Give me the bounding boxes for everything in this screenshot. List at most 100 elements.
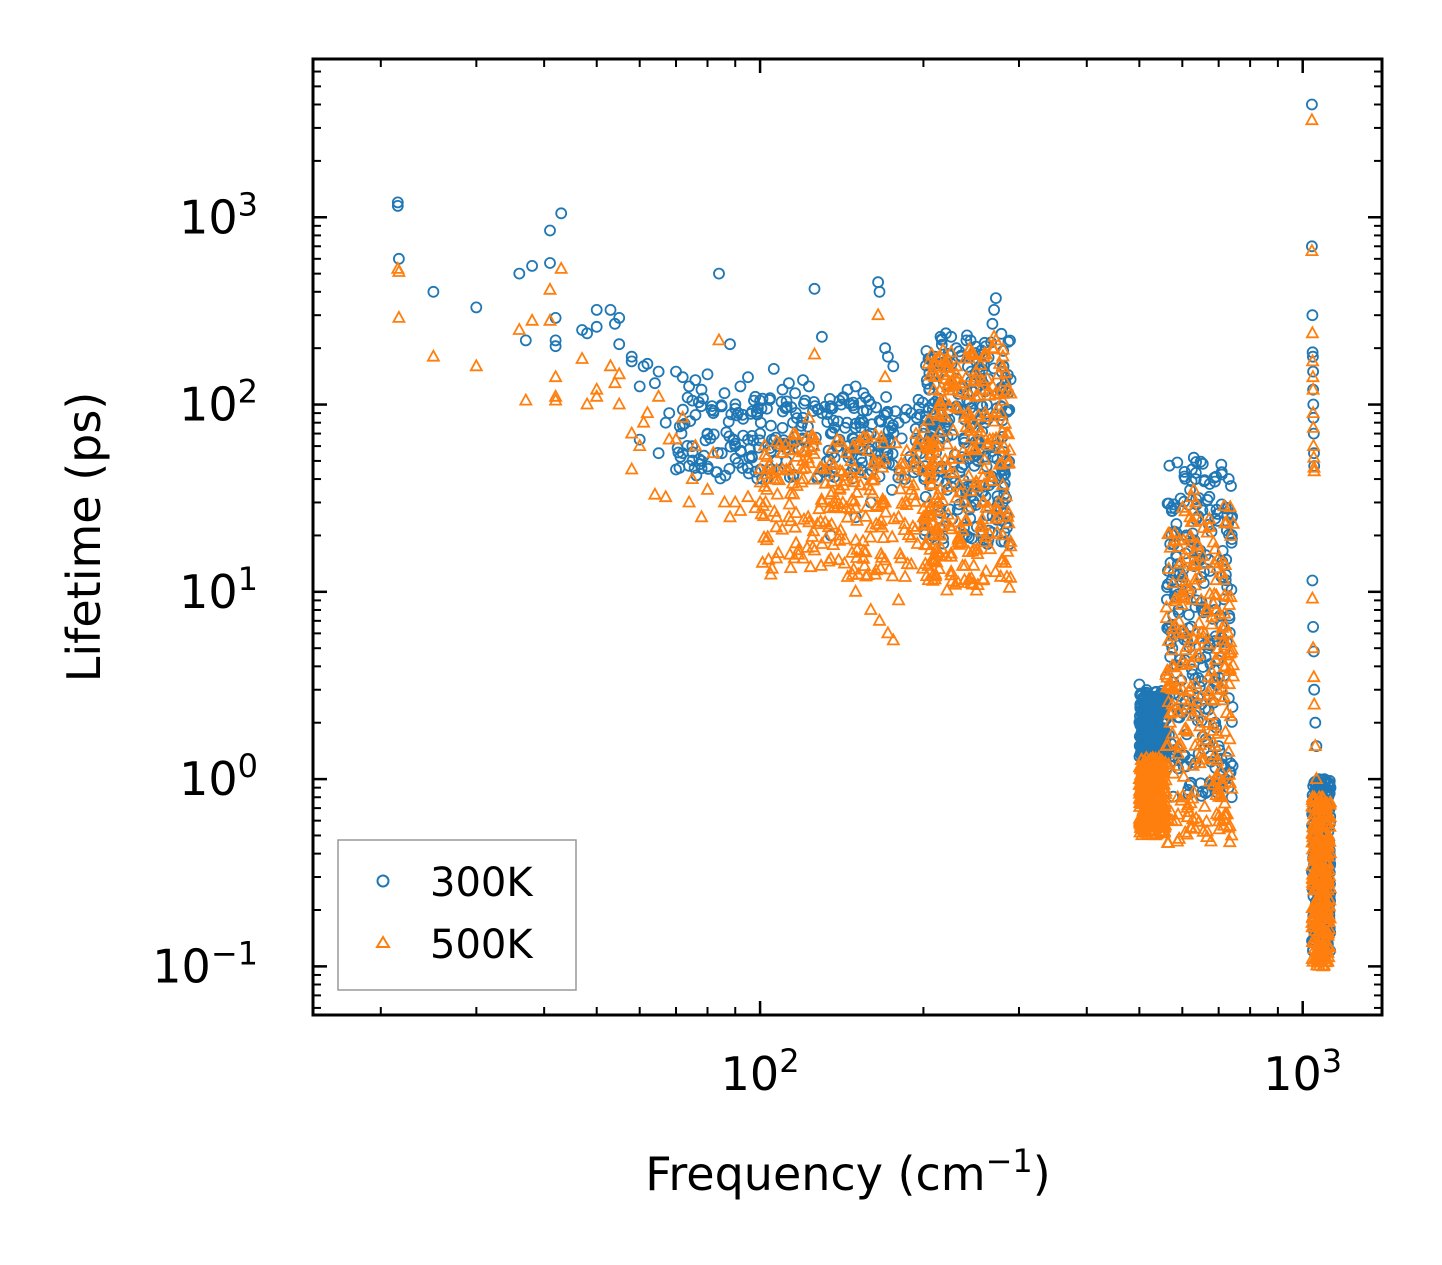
data-point-500k-band <box>833 463 848 476</box>
data-point-500k-band <box>933 349 948 362</box>
data-point-300k-band <box>697 392 709 405</box>
data-point-500k <box>880 625 895 639</box>
data-point-300k <box>905 407 918 420</box>
data-point-500k-band <box>1158 783 1173 797</box>
data-point-500k-band <box>1322 914 1337 927</box>
data-point-500k-band <box>1171 539 1186 552</box>
data-point-500k-band <box>1164 642 1180 656</box>
data-point-500k-band <box>1163 539 1178 553</box>
data-point-500k-band <box>1188 676 1203 689</box>
data-point-500k <box>612 366 627 380</box>
plot-frame <box>311 57 1384 1017</box>
data-point-300k <box>633 380 646 393</box>
data-point-500k-band <box>1211 813 1227 827</box>
data-point-500k-band <box>977 476 992 490</box>
data-point-300k-band <box>855 414 868 426</box>
data-point-500k-band <box>990 524 1005 538</box>
data-point-500k-band <box>1222 597 1237 610</box>
data-point-500k <box>711 332 727 346</box>
data-point-500k <box>814 494 829 508</box>
data-point-500k-band <box>1313 841 1328 855</box>
data-point-500k <box>1192 569 1207 582</box>
data-point-500k <box>1307 696 1322 710</box>
data-point-300k <box>988 303 1000 316</box>
x-tick-label: 102 <box>721 1042 800 1101</box>
data-point-300k-band <box>808 396 820 408</box>
data-point-500k-band <box>927 405 942 419</box>
data-point-300k-band <box>827 414 840 427</box>
y-tick-label: 101 <box>179 560 258 619</box>
data-point-300k-band <box>1174 492 1187 505</box>
data-point-500k-band <box>1194 688 1209 701</box>
data-point-500k-band <box>974 519 989 533</box>
data-point-500k-band <box>988 501 1003 515</box>
data-point-500k-band <box>1134 792 1149 806</box>
data-point-300k <box>803 380 815 393</box>
x-axis-title: Frequency (cm−1) <box>645 1142 1050 1201</box>
data-point-300k <box>1306 240 1318 253</box>
data-point-300k <box>683 380 695 393</box>
data-point-500k-band <box>1175 654 1190 667</box>
data-point-300k <box>767 362 780 375</box>
data-point-500k-band <box>873 546 889 560</box>
data-point-300k <box>945 330 958 343</box>
data-point-500k <box>580 396 595 410</box>
y-tick-label: 100 <box>179 747 258 806</box>
data-point-300k <box>1306 309 1319 322</box>
data-point-300k-band <box>958 521 970 534</box>
data-point-500k <box>668 431 684 445</box>
data-point-500k-band <box>1206 596 1221 609</box>
data-point-500k-band <box>831 552 846 566</box>
data-point-500k-band <box>1170 789 1185 803</box>
data-point-500k-band <box>1217 659 1232 673</box>
data-point-500k-band <box>797 460 812 474</box>
data-point-500k <box>1304 243 1319 257</box>
data-point-500k-band <box>974 523 989 537</box>
data-point-500k-band <box>1210 725 1226 739</box>
data-point-500k-band <box>991 366 1006 380</box>
data-point-500k-band <box>1305 870 1320 884</box>
data-point-500k-band <box>930 494 945 508</box>
data-point-500k <box>848 583 863 597</box>
data-point-500k-band <box>1316 843 1331 857</box>
data-point-500k-band <box>1308 850 1323 864</box>
y-axis-label: Lifetime (ps) <box>57 392 111 683</box>
data-point-300k-band <box>1198 474 1211 487</box>
data-point-300k <box>1307 621 1319 633</box>
data-point-300k <box>526 259 538 272</box>
data-point-500k-band <box>935 342 951 356</box>
data-point-500k-band <box>850 513 865 526</box>
data-point-500k-band <box>947 465 962 479</box>
y-tick-label: 103 <box>179 185 258 244</box>
data-point-500k-band <box>1207 693 1222 706</box>
data-point-300k-band <box>880 391 892 403</box>
plot-points <box>390 98 1338 972</box>
data-point-500k-band <box>844 544 860 558</box>
data-point-300k <box>549 311 562 324</box>
x-axis-label-sup: −1 <box>986 1142 1033 1180</box>
data-point-500k-band <box>1207 541 1223 555</box>
data-point-300k-band <box>1167 750 1180 762</box>
data-point-500k-band <box>847 474 862 488</box>
data-point-300k-band <box>780 395 793 408</box>
data-point-500k-band <box>948 399 963 413</box>
data-point-300k-band <box>912 393 925 406</box>
data-point-500k-band <box>897 516 912 529</box>
data-point-300k-band <box>720 426 733 439</box>
data-point-500k-band <box>977 534 992 548</box>
data-point-500k-band <box>995 348 1010 362</box>
data-point-500k-band <box>1320 902 1335 915</box>
data-point-500k-band <box>1187 545 1202 559</box>
data-point-300k-band <box>689 409 702 421</box>
data-point-500k <box>988 332 1003 346</box>
data-point-300k-band <box>822 444 835 457</box>
data-point-500k-band <box>824 473 839 487</box>
data-point-500k <box>694 509 709 523</box>
data-point-500k <box>964 344 979 358</box>
data-point-300k <box>789 387 801 400</box>
data-point-500k-band <box>1156 807 1171 821</box>
data-point-500k-band <box>962 387 977 400</box>
data-point-500k-band <box>994 455 1009 469</box>
data-point-500k-band <box>1222 766 1237 780</box>
data-point-500k-band <box>1217 587 1232 601</box>
